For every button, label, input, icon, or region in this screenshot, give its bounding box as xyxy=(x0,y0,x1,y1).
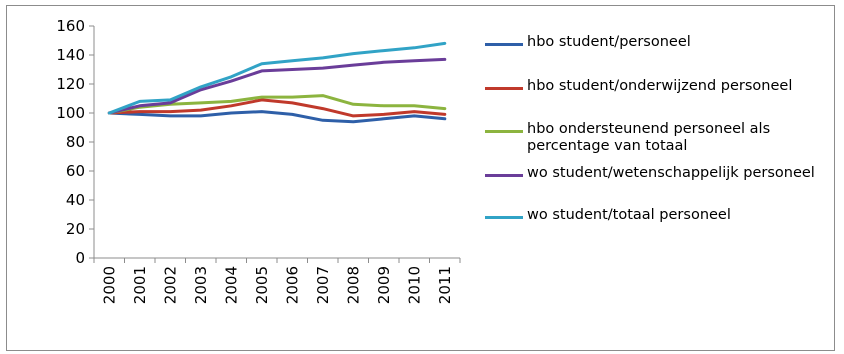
y-tick-label: 80 xyxy=(66,133,85,151)
x-tick-label: 2008 xyxy=(344,266,362,304)
legend-label: hbo student/onderwijzend personeel xyxy=(527,78,793,94)
y-tick-label: 140 xyxy=(56,46,85,64)
x-tick-label: 2003 xyxy=(192,266,210,304)
legend-swatch xyxy=(485,130,523,133)
series-line xyxy=(107,41,447,115)
chart-frame: 0 20 40 60 80 100 120 140 160 2000 2001 2002 2003 20… xyxy=(6,5,835,351)
legend-swatch xyxy=(485,43,523,46)
y-tick-label: 100 xyxy=(56,104,85,122)
legend-item-hbo-student-onderwijzend-personeel: hbo student/onderwijzend personeel xyxy=(485,78,817,95)
y-tick-label: 160 xyxy=(56,17,85,35)
y-tick-label: 0 xyxy=(75,249,85,267)
legend-label: wo student/totaal personeel xyxy=(527,207,731,223)
y-tick-label: 40 xyxy=(66,191,85,209)
y-tick-label: 60 xyxy=(66,162,85,180)
x-tick-label: 2009 xyxy=(375,266,393,304)
series-lines xyxy=(107,41,447,124)
x-tick-label: 2007 xyxy=(314,266,332,304)
x-tick-label: 2002 xyxy=(161,266,179,304)
x-tick-label: 2004 xyxy=(222,266,240,304)
x-tick-label: 2005 xyxy=(253,266,271,304)
legend-swatch xyxy=(485,174,523,177)
y-axis: 0 20 40 60 80 100 120 140 160 xyxy=(56,17,95,267)
legend-item-wo-student-wetenschappelijk-personeel: wo student/wetenschappelijk personeel xyxy=(485,165,817,182)
x-tick-label: 2010 xyxy=(405,266,423,304)
series-line xyxy=(107,57,447,115)
x-axis: 2000 2001 2002 2003 2004 2005 2006 2007 2008 2009… xyxy=(93,257,461,304)
x-tick-label: 2006 xyxy=(283,266,301,304)
legend-swatch xyxy=(485,87,523,90)
legend-label: wo student/wetenschappelijk personeel xyxy=(527,165,815,181)
legend-item-wo-student-totaal-personeel: wo student/totaal personeel xyxy=(485,207,817,224)
series-line xyxy=(107,110,447,124)
legend-swatch xyxy=(485,216,523,219)
x-tick-label: 2000 xyxy=(100,266,118,304)
series-line xyxy=(107,98,447,118)
legend-label: hbo student/personeel xyxy=(527,34,691,50)
y-tick-label: 120 xyxy=(56,75,85,93)
legend-item-hbo-ondersteunend-personeel: hbo ondersteunend personeel als percenta… xyxy=(485,121,817,155)
legend-item-hbo-student-personeel: hbo student/personeel xyxy=(485,34,817,51)
x-tick-label: 2001 xyxy=(131,266,149,304)
x-tick-label: 2011 xyxy=(436,266,454,304)
y-tick-label: 20 xyxy=(66,220,85,238)
legend-label: hbo ondersteunend personeel als percenta… xyxy=(527,121,771,154)
